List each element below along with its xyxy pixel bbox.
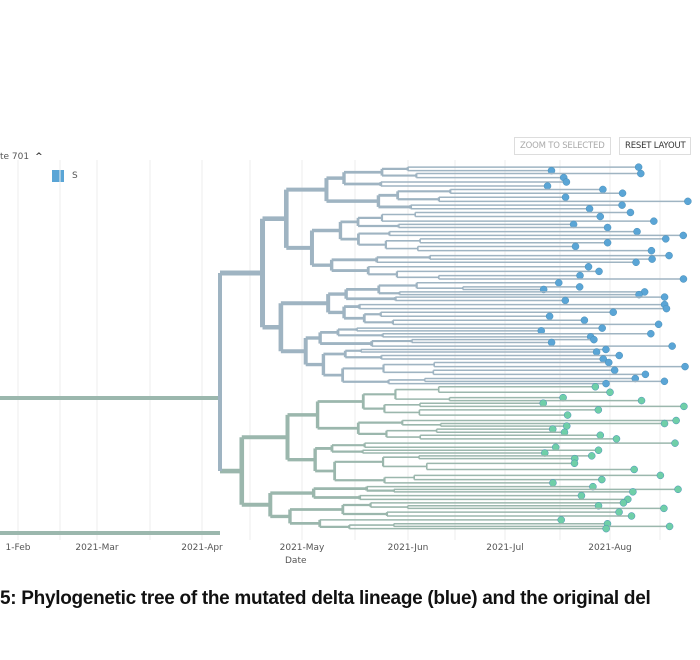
- x-tick: 1-Feb: [5, 543, 31, 553]
- x-tick: 2021-Aug: [588, 543, 632, 553]
- tip[interactable]: [679, 275, 688, 283]
- x-tick: 2021-Apr: [181, 543, 223, 553]
- tip[interactable]: [543, 182, 552, 190]
- tip[interactable]: [602, 379, 610, 388]
- tip[interactable]: [637, 396, 646, 405]
- tip[interactable]: [602, 345, 610, 354]
- tip[interactable]: [648, 255, 656, 263]
- tip[interactable]: [665, 522, 674, 531]
- tip[interactable]: [603, 223, 612, 232]
- tip[interactable]: [555, 279, 563, 287]
- x-axis-label: Date: [285, 556, 307, 566]
- tip[interactable]: [660, 293, 669, 301]
- tip[interactable]: [603, 238, 612, 247]
- tip[interactable]: [679, 231, 688, 240]
- tip[interactable]: [674, 485, 682, 494]
- tip[interactable]: [594, 406, 603, 414]
- tip[interactable]: [561, 193, 570, 201]
- tip[interactable]: [641, 370, 650, 379]
- filter-label: te 701: [0, 152, 30, 162]
- tip[interactable]: [575, 283, 584, 291]
- tip[interactable]: [654, 320, 663, 329]
- tip[interactable]: [596, 431, 605, 439]
- tip[interactable]: [618, 189, 627, 197]
- tip[interactable]: [627, 512, 636, 520]
- tip[interactable]: [633, 227, 641, 236]
- phylogenetic-tree[interactable]: [0, 160, 700, 540]
- tip[interactable]: [588, 452, 596, 460]
- tip[interactable]: [605, 358, 613, 367]
- tip[interactable]: [598, 475, 606, 484]
- filter-header[interactable]: te 701 ^: [0, 152, 43, 162]
- tip[interactable]: [671, 439, 679, 447]
- tip[interactable]: [662, 304, 671, 313]
- tip[interactable]: [580, 316, 589, 325]
- tip[interactable]: [585, 204, 594, 213]
- tip[interactable]: [610, 366, 619, 375]
- reset-layout-button[interactable]: RESET LAYOUT: [619, 137, 692, 155]
- tip[interactable]: [684, 197, 692, 206]
- legend-item[interactable]: S: [52, 170, 78, 182]
- tip[interactable]: [547, 338, 556, 347]
- tip[interactable]: [612, 435, 621, 443]
- tip[interactable]: [660, 504, 668, 513]
- legend-label: S: [72, 171, 78, 181]
- tip[interactable]: [660, 377, 669, 386]
- figure-caption: 5: Phylogenetic tree of the mutated delt…: [0, 588, 651, 609]
- tip[interactable]: [629, 488, 637, 496]
- tip[interactable]: [609, 308, 617, 316]
- tip[interactable]: [591, 383, 600, 391]
- chevron-up-icon[interactable]: ^: [35, 152, 43, 162]
- tip[interactable]: [602, 524, 610, 533]
- tip[interactable]: [615, 508, 623, 516]
- tip[interactable]: [576, 271, 584, 280]
- x-tick: 2021-Jun: [387, 543, 429, 553]
- tip[interactable]: [595, 267, 603, 276]
- tip[interactable]: [634, 163, 643, 171]
- tip[interactable]: [557, 516, 565, 524]
- tip[interactable]: [650, 217, 658, 225]
- tip[interactable]: [618, 201, 626, 209]
- tip[interactable]: [660, 419, 669, 428]
- tip[interactable]: [570, 459, 579, 468]
- tip[interactable]: [592, 348, 601, 356]
- tip[interactable]: [577, 491, 586, 500]
- tip[interactable]: [590, 335, 598, 344]
- tip[interactable]: [681, 362, 689, 371]
- tip[interactable]: [680, 402, 688, 411]
- tip[interactable]: [647, 329, 655, 338]
- tip[interactable]: [662, 235, 670, 243]
- tip[interactable]: [589, 482, 597, 491]
- x-tick: 2021-Jul: [486, 543, 524, 553]
- x-tick: 2021-Mar: [75, 543, 119, 553]
- tip[interactable]: [563, 411, 572, 419]
- tip[interactable]: [594, 446, 603, 455]
- tip[interactable]: [561, 296, 570, 305]
- tip[interactable]: [668, 342, 676, 350]
- tip[interactable]: [665, 251, 673, 260]
- tip[interactable]: [672, 416, 680, 425]
- x-tick: 2021-May: [279, 543, 325, 553]
- tip[interactable]: [584, 263, 593, 271]
- tip[interactable]: [598, 324, 606, 332]
- tip[interactable]: [630, 465, 638, 474]
- tip[interactable]: [632, 258, 640, 267]
- tip[interactable]: [619, 499, 628, 507]
- tip[interactable]: [571, 242, 580, 251]
- tip[interactable]: [647, 246, 656, 255]
- tip[interactable]: [626, 208, 635, 217]
- tip[interactable]: [596, 212, 605, 221]
- zoom-to-selected-button[interactable]: ZOOM TO SELECTED: [514, 137, 611, 155]
- tip[interactable]: [549, 479, 557, 487]
- tip[interactable]: [545, 312, 554, 321]
- tip[interactable]: [563, 422, 571, 430]
- tip[interactable]: [562, 178, 571, 186]
- tip[interactable]: [615, 351, 623, 360]
- tip[interactable]: [594, 502, 603, 510]
- legend-swatch: [52, 170, 64, 182]
- tip[interactable]: [656, 471, 665, 480]
- tip[interactable]: [606, 388, 614, 397]
- tip[interactable]: [637, 169, 645, 178]
- tip[interactable]: [599, 185, 607, 194]
